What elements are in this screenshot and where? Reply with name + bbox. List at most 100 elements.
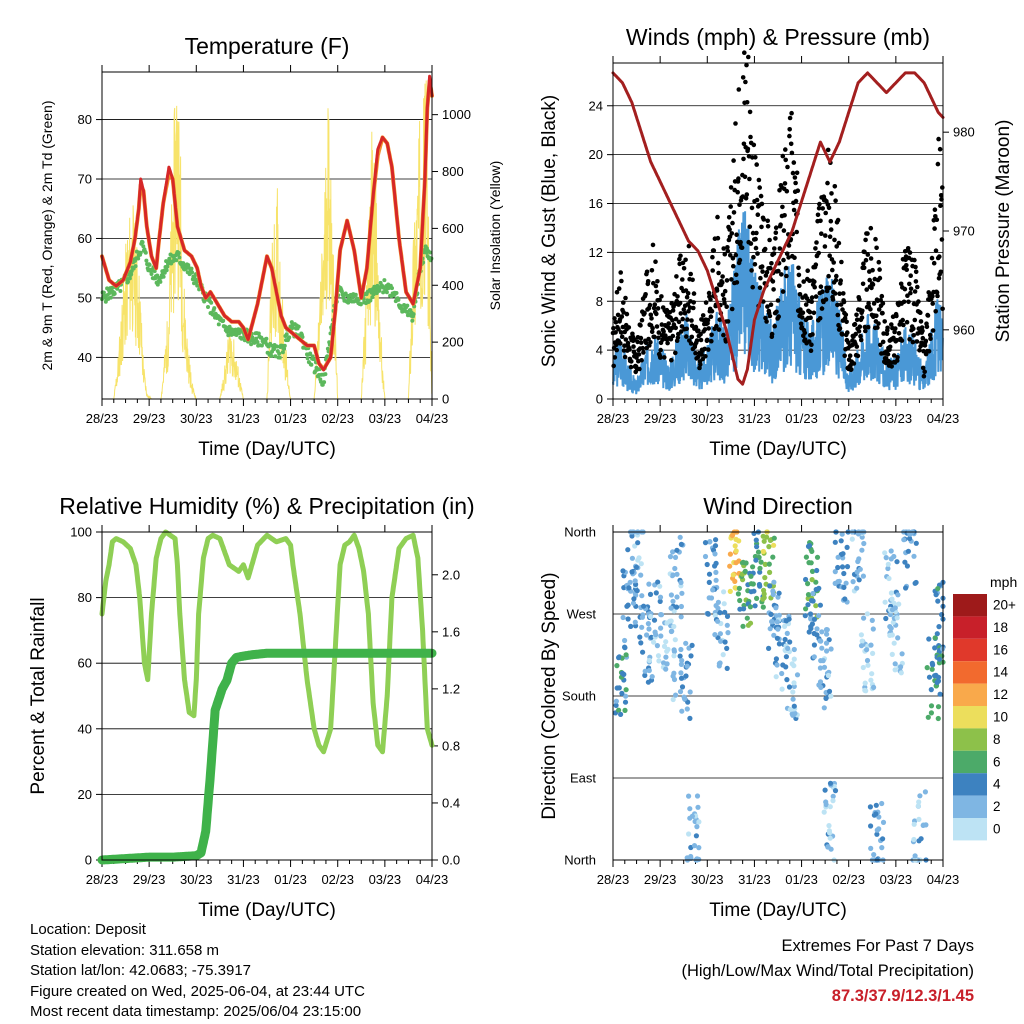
direction-point [826, 823, 832, 829]
direction-point [809, 548, 815, 555]
series-point-gust [769, 261, 774, 266]
direction-point [677, 689, 684, 695]
direction-point [775, 594, 781, 600]
direction-point [932, 645, 938, 651]
direction-point [911, 836, 917, 843]
direction-point [791, 703, 797, 709]
direction-point [922, 789, 929, 795]
direction-point [717, 631, 724, 637]
series-point-gust [685, 302, 691, 307]
direction-point [702, 540, 709, 546]
series-point-gust [849, 367, 854, 372]
series-point-gust [826, 205, 832, 211]
direction-point [724, 665, 730, 672]
x-tick-label: 30/23 [180, 872, 213, 887]
series-point-td2m [325, 354, 330, 359]
colorbar-swatch [953, 706, 987, 729]
series-point-gust [938, 269, 944, 275]
direction-point [785, 645, 791, 652]
series-point-gust [932, 207, 938, 212]
series-point-gust [880, 310, 885, 316]
series-point-gust [790, 170, 796, 176]
direction-point [773, 605, 779, 611]
x-tick-label: 28/23 [597, 872, 630, 887]
x-tick-label: 02/23 [321, 872, 354, 887]
series-point-gust [908, 273, 913, 279]
series-point-gust [818, 284, 824, 290]
series-point-gust [642, 311, 647, 316]
direction-point [658, 612, 665, 618]
direction-point [613, 702, 619, 709]
direction-point [622, 707, 628, 714]
y2-tick-label: 1.2 [442, 681, 460, 696]
direction-point [707, 539, 713, 545]
series-point-gust [918, 310, 923, 316]
series-point-gust [878, 342, 883, 348]
direction-point [890, 619, 896, 625]
direction-point [653, 632, 659, 638]
series-point-gust [643, 292, 648, 297]
x-tick-label: 03/23 [880, 411, 913, 426]
direction-point [767, 626, 773, 632]
series-point-gust [939, 237, 945, 242]
series-point-gust [665, 340, 670, 346]
direction-point [639, 624, 645, 630]
series-point-gust [902, 286, 908, 292]
series-point-gust [744, 100, 750, 105]
series-point-gust [697, 365, 702, 371]
series-point-td2m [189, 266, 194, 271]
series-point-gust [729, 306, 735, 312]
series-point-gust [675, 335, 681, 340]
direction-point [823, 695, 829, 702]
direction-point [658, 625, 664, 631]
direction-point [653, 590, 659, 596]
series-point-gust [740, 75, 746, 80]
direction-point [687, 689, 693, 695]
series-point-td2m [209, 300, 214, 305]
direction-point [776, 641, 783, 647]
direction-point [817, 602, 824, 608]
direction-point [787, 639, 793, 645]
series-point-gust [934, 290, 940, 295]
direction-point [832, 539, 838, 545]
direction-point [791, 663, 797, 669]
series-point-td2m [353, 292, 358, 297]
direction-point [817, 665, 824, 671]
series-point-gust [611, 363, 616, 369]
series-point-gust [738, 239, 743, 245]
extremes-values: 87.3/37.9/12.3/1.45 [831, 987, 974, 1005]
direction-point [857, 566, 863, 572]
series-point-td2m [305, 356, 310, 361]
direction-point [827, 804, 833, 810]
direction-point [710, 587, 716, 593]
direction-point [721, 601, 727, 607]
direction-point [658, 633, 664, 639]
series-point-gust [725, 319, 731, 324]
y2-tick-label: 400 [442, 278, 464, 293]
series-point-td2m [164, 268, 169, 273]
direction-point [757, 565, 763, 571]
series-point-gust [688, 341, 694, 346]
direction-point [888, 548, 894, 554]
series-point-gust [709, 308, 715, 314]
series-line-t2m [100, 74, 434, 372]
x-tick-label: 28/23 [86, 872, 119, 887]
series-point-gust [698, 337, 704, 343]
direction-point [679, 708, 685, 714]
y2-tick-label: 0.4 [442, 795, 460, 810]
direction-point [823, 640, 830, 646]
series-point-gust [885, 325, 890, 331]
series-point-td2m [138, 250, 143, 255]
series-point-gust [784, 188, 790, 194]
direction-point [655, 653, 662, 659]
series-point-gust [684, 294, 690, 300]
series-point-gust [734, 280, 740, 285]
direction-point [805, 581, 811, 587]
series-point-gust [683, 257, 688, 263]
series-point-gust [827, 234, 833, 239]
series-point-gust [728, 204, 733, 209]
direction-point [674, 571, 680, 577]
direction-point [677, 653, 683, 659]
direction-point [870, 626, 876, 632]
series-point-td2m [275, 344, 280, 349]
